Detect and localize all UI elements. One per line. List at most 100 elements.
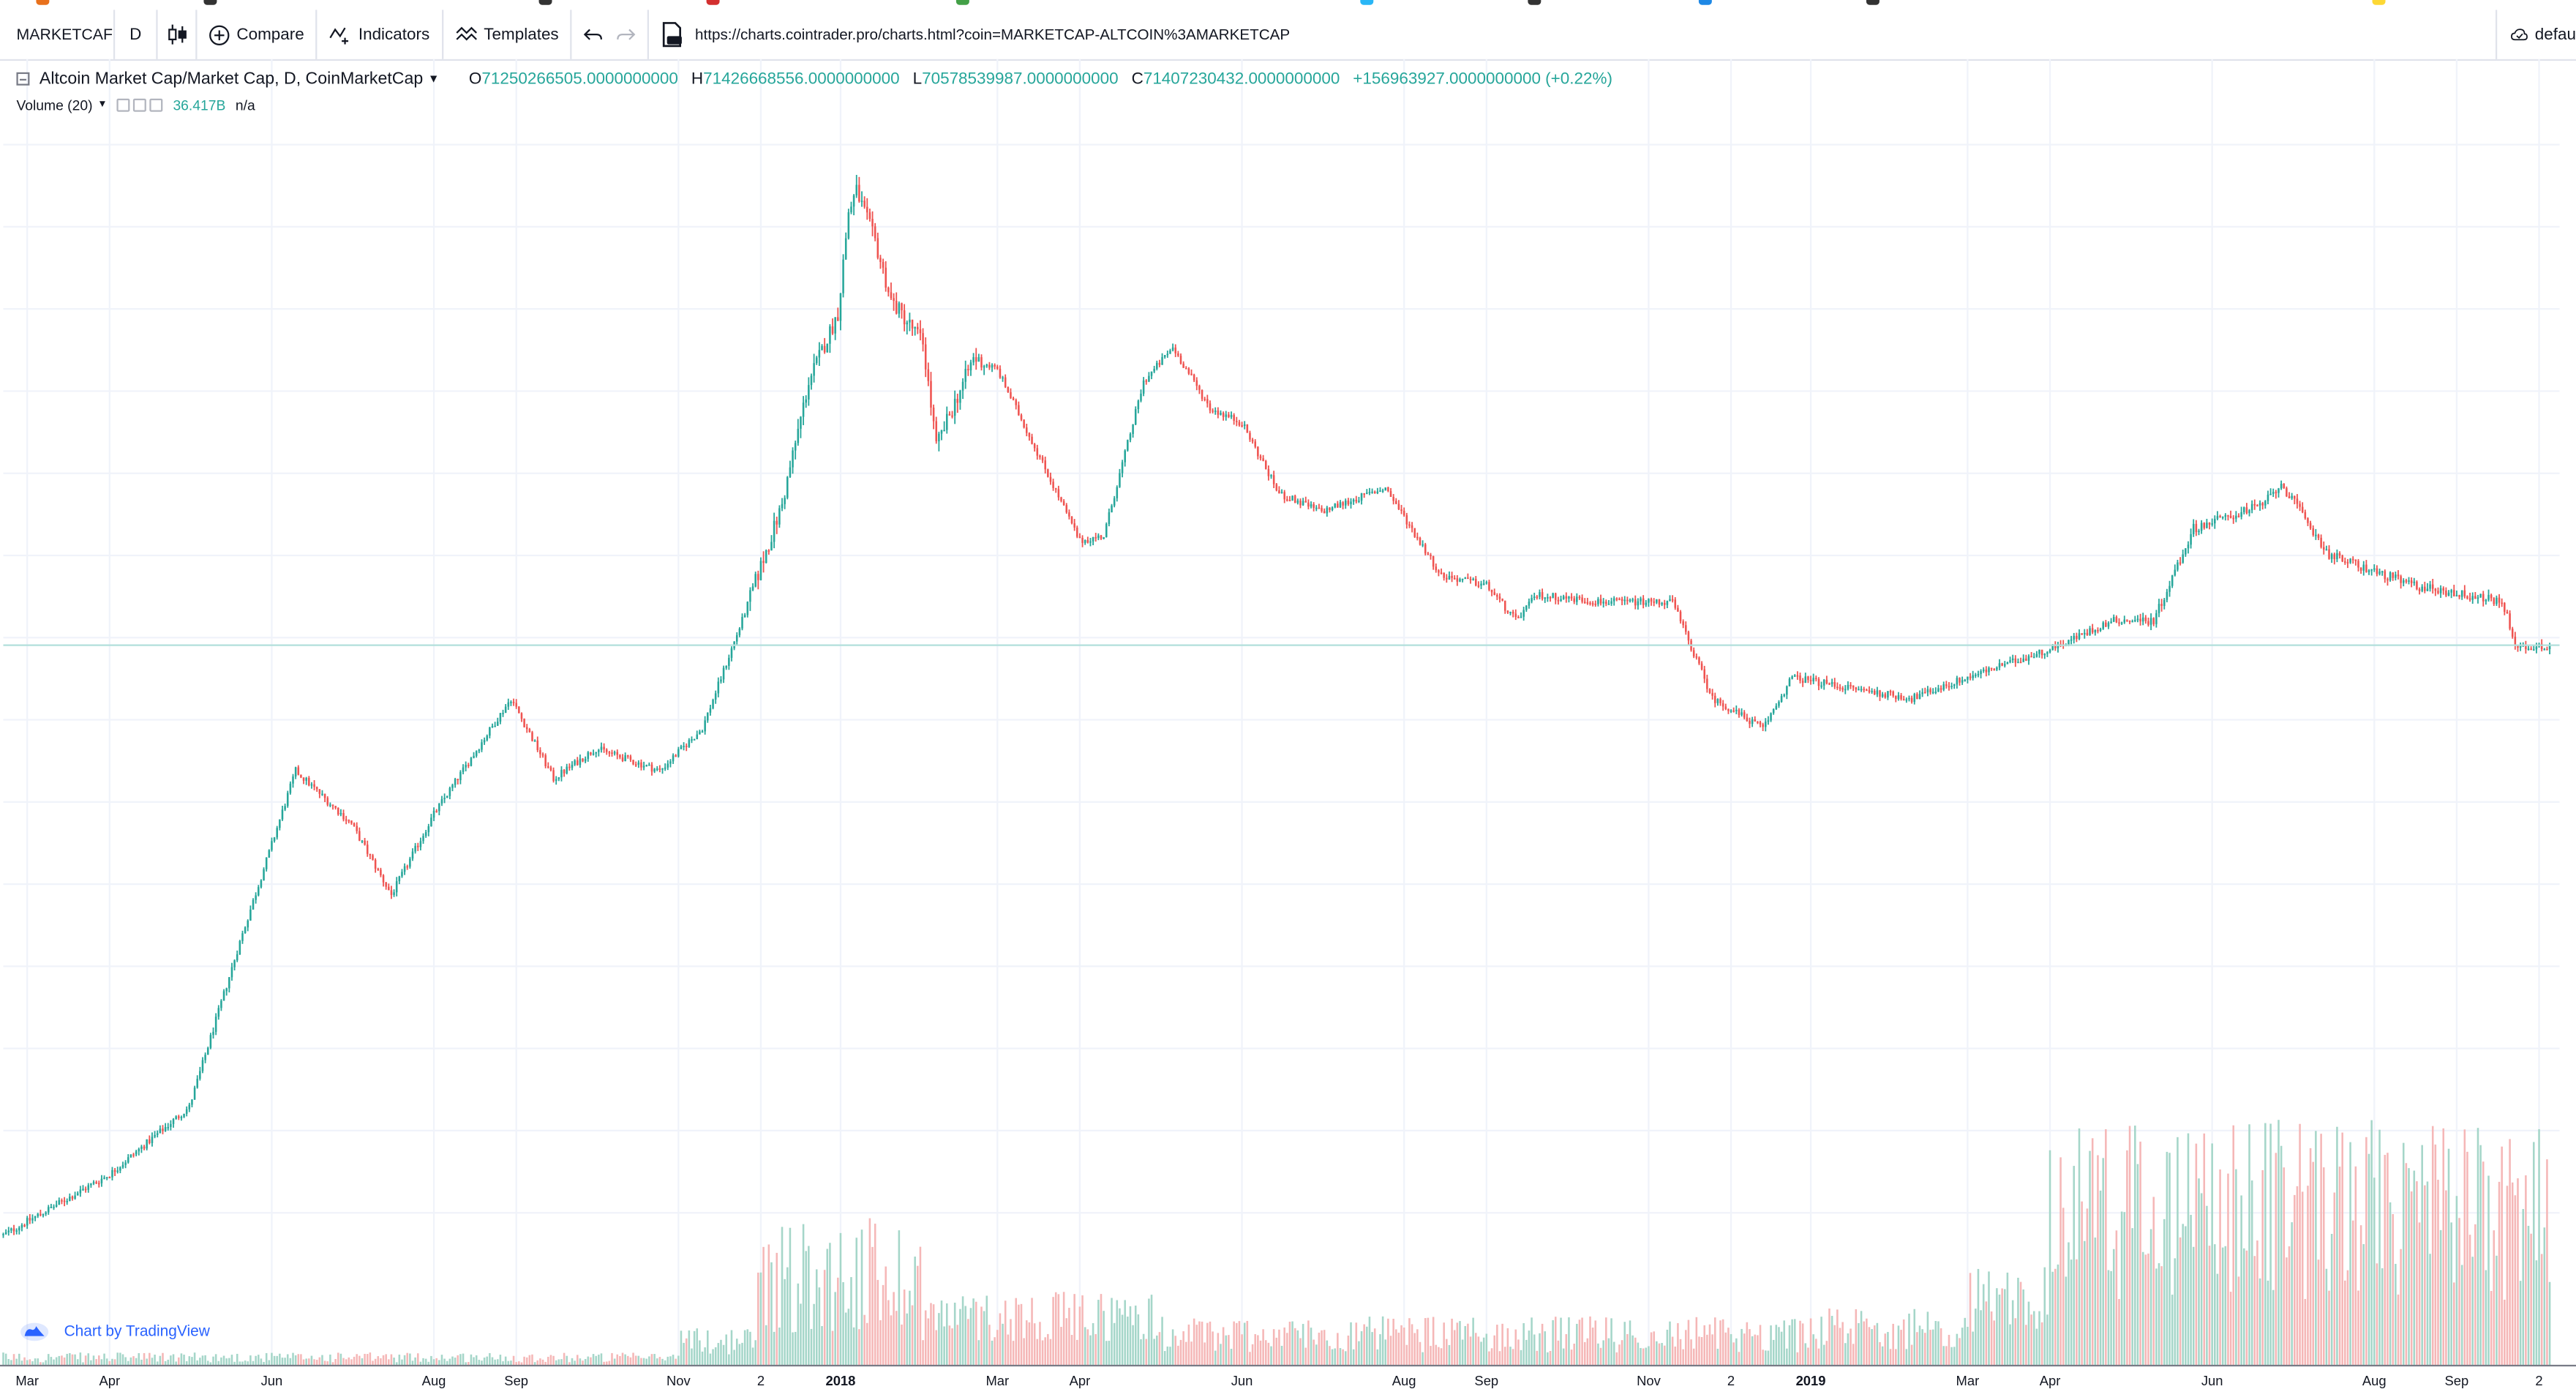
candle-body — [743, 615, 746, 617]
candle-body — [826, 343, 829, 353]
share-url-field[interactable]: https://charts.cointrader.pro/charts.htm… — [649, 10, 1302, 59]
volume-bar — [20, 1360, 23, 1366]
candle-body — [1174, 347, 1177, 353]
volume-bar — [361, 1358, 364, 1366]
bookmark-icon[interactable] — [706, 0, 720, 5]
candle-body — [440, 799, 443, 804]
volume-bar — [1283, 1327, 1285, 1366]
collapse-legend-icon[interactable] — [16, 72, 30, 86]
volume-bar — [2466, 1151, 2468, 1366]
volume-bar — [1708, 1324, 1711, 1366]
candle-body — [725, 665, 727, 668]
candle-body — [263, 869, 265, 880]
volume-bar — [50, 1357, 53, 1366]
bookmark-icon[interactable] — [1866, 0, 1880, 5]
candle-body — [2530, 648, 2532, 651]
volume-bar — [1828, 1309, 1830, 1366]
candle-body — [2317, 534, 2320, 538]
hide-study-icon[interactable] — [117, 98, 131, 112]
settings-study-icon[interactable] — [133, 98, 147, 112]
volume-bar — [1329, 1346, 1331, 1366]
templates-button[interactable]: Templates — [443, 10, 572, 59]
bookmark-icon[interactable] — [1698, 0, 1712, 5]
volume-bar — [595, 1355, 597, 1366]
candle-body — [1416, 536, 1419, 539]
bookmark-icon[interactable] — [1360, 0, 1374, 5]
undo-button[interactable] — [572, 10, 610, 59]
remove-study-icon[interactable] — [150, 98, 163, 112]
candle-body — [162, 1128, 164, 1131]
volume-bar — [953, 1303, 956, 1366]
bookmark-icon[interactable] — [36, 0, 50, 5]
volume-bar — [1065, 1318, 1068, 1366]
volume-bar — [502, 1361, 504, 1366]
volume-bar — [1225, 1335, 1228, 1366]
candle-body — [53, 1206, 55, 1208]
chevron-down-icon[interactable]: ▼ — [97, 100, 108, 111]
volume-study-title[interactable]: Volume (20) — [16, 97, 93, 113]
volume-bar — [66, 1353, 68, 1366]
volume-bar — [1012, 1341, 1015, 1366]
volume-bar — [1786, 1348, 1788, 1366]
volume-bar — [315, 1360, 318, 1366]
volume-bar — [2040, 1322, 2043, 1366]
volume-bar — [1068, 1308, 1070, 1366]
candle-body — [1047, 469, 1049, 477]
candle-body — [1355, 499, 1358, 502]
candle-body — [821, 345, 823, 351]
volume-bar — [1605, 1317, 1607, 1366]
candle-body — [1318, 507, 1321, 509]
volume-bar — [1847, 1333, 1850, 1366]
bookmark-icon[interactable] — [538, 0, 552, 5]
volume-bar — [2538, 1128, 2540, 1366]
volume-bar — [1086, 1329, 1089, 1366]
candle-body — [1799, 675, 1801, 681]
resolution-button[interactable]: D — [115, 10, 158, 59]
candle-body — [1541, 592, 1544, 599]
volume-bar — [1432, 1317, 1435, 1366]
volume-bar — [1868, 1327, 1871, 1366]
candle-body — [2416, 581, 2418, 590]
volume-bar — [1533, 1334, 1536, 1366]
volume-bar — [138, 1353, 140, 1366]
series-title[interactable]: Altcoin Market Cap/Market Cap, D, CoinMa… — [39, 70, 424, 89]
volume-bar — [1762, 1350, 1764, 1366]
tradingview-watermark[interactable]: Chart by TradingView — [20, 1318, 210, 1344]
candle-body — [178, 1116, 180, 1118]
volume-bar — [1246, 1320, 1249, 1366]
volume-bar — [2367, 1153, 2370, 1366]
bookmark-icon[interactable] — [955, 0, 969, 5]
candle-body — [2019, 662, 2022, 664]
candle-body — [1140, 393, 1142, 401]
bookmark-icon[interactable] — [203, 0, 217, 5]
candle-body — [26, 1218, 29, 1226]
candle-body — [1156, 362, 1158, 369]
bookmark-icon[interactable] — [1528, 0, 1542, 5]
save-layout-button[interactable]: defau — [2495, 10, 2576, 59]
candle-body — [871, 219, 874, 227]
redo-button[interactable] — [609, 10, 650, 59]
volume-bar — [2185, 1226, 2187, 1366]
volume-bar — [2341, 1132, 2343, 1366]
volume-bar — [2258, 1278, 2261, 1366]
volume-bar — [1443, 1322, 1445, 1366]
volume-bar — [2221, 1247, 2224, 1366]
candle-body — [837, 317, 839, 321]
candle-body — [1078, 536, 1081, 539]
chevron-down-icon[interactable]: ▼ — [427, 72, 440, 85]
volume-bar — [204, 1355, 206, 1366]
volume-bar — [1905, 1349, 1908, 1366]
bookmark-icon[interactable] — [2372, 0, 2386, 5]
candle-body — [2174, 569, 2177, 576]
candle-body — [1028, 433, 1031, 437]
indicators-button[interactable]: Indicators — [318, 10, 443, 59]
volume-bar — [1648, 1346, 1650, 1366]
volume-bar — [728, 1354, 730, 1366]
volume-bar — [2110, 1270, 2112, 1366]
volume-bar — [2182, 1224, 2184, 1366]
candle-body — [1825, 679, 1828, 684]
symbol-search-button[interactable]: MARKETCAF — [0, 10, 116, 59]
chart-style-button[interactable] — [158, 10, 198, 59]
compare-button[interactable]: Compare — [197, 10, 318, 59]
